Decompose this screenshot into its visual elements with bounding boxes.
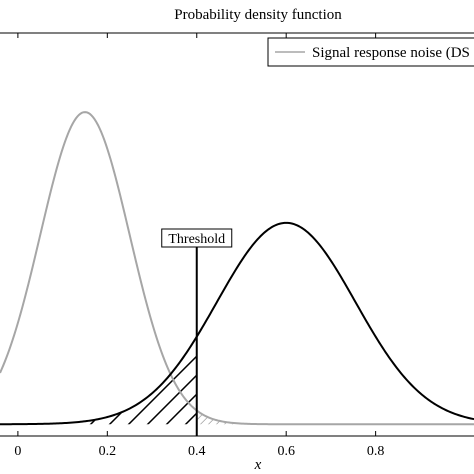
- hatch-line: [317, 326, 427, 436]
- hatch-line: [154, 336, 197, 425]
- hatch-line: [84, 336, 95, 425]
- legend-label-noise: Signal response noise (DS: [312, 45, 470, 61]
- threshold-label: Threshold: [168, 232, 225, 247]
- hatch-line: [250, 326, 360, 436]
- x-tick-label: 0.4: [188, 444, 206, 459]
- curve-signal: [0, 221, 474, 426]
- hatch-line: [196, 410, 204, 425]
- hatch-line: [357, 326, 467, 436]
- hatch-line: [212, 326, 322, 436]
- curve-noise: [0, 111, 474, 426]
- hatch-line: [288, 326, 398, 436]
- hatch-line: [245, 326, 355, 436]
- hatch-line: [196, 410, 242, 425]
- x-tick-label: 0.2: [99, 444, 117, 459]
- hatch-line: [196, 410, 236, 425]
- hatch-line: [196, 410, 242, 425]
- threshold-label-box: Threshold: [161, 228, 233, 248]
- hatch-line: [192, 336, 197, 425]
- hatch-line: [220, 410, 242, 425]
- hatch-line: [231, 326, 341, 436]
- hatch-line: [309, 326, 419, 436]
- hatch-region-signal: [84, 326, 417, 436]
- x-axis-ticks: 0 0.2 0.4 0.6 0.8: [14, 33, 384, 459]
- hatch-line: [307, 326, 417, 436]
- plot-frame: [0, 32, 474, 437]
- hatch-line: [135, 336, 197, 425]
- hatch-line: [341, 326, 451, 436]
- hatch-line: [269, 326, 379, 436]
- hatch-line: [293, 326, 403, 436]
- hatch-line: [269, 326, 379, 436]
- hatch-line: [204, 410, 242, 425]
- hatch-line: [116, 336, 197, 425]
- hatch-line: [277, 326, 387, 436]
- hatch-line: [261, 326, 371, 436]
- hatch-line: [196, 410, 242, 425]
- hatch-line: [333, 326, 443, 436]
- x-tick-label: 0.6: [277, 444, 295, 459]
- hatch-line: [173, 336, 197, 425]
- hatch-line: [301, 326, 411, 436]
- x-tick-label: 0.8: [367, 444, 385, 459]
- hatch-line: [212, 410, 242, 425]
- hatch-line: [253, 326, 363, 436]
- hatch-line: [236, 410, 242, 425]
- hatch-line: [196, 410, 242, 425]
- hatch-line: [228, 410, 242, 425]
- hatch-line: [196, 410, 242, 425]
- legend: Signal response noise (DS: [267, 37, 474, 67]
- x-axis-label: x: [254, 457, 262, 473]
- density-curves: [0, 111, 474, 426]
- hatched-regions: [84, 326, 467, 436]
- x-tick-label: 0: [14, 444, 21, 459]
- chart-title: Probability density function: [174, 7, 342, 23]
- hatch-line: [349, 326, 459, 436]
